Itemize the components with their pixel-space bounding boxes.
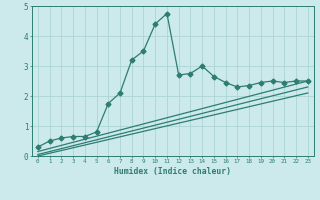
X-axis label: Humidex (Indice chaleur): Humidex (Indice chaleur): [114, 167, 231, 176]
